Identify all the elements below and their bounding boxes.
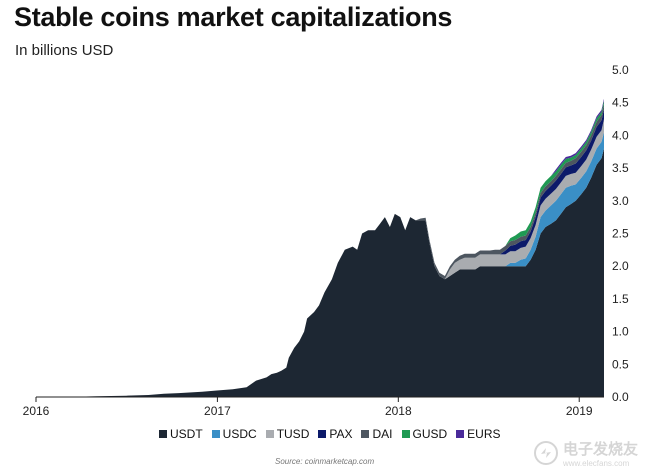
legend-swatch xyxy=(361,430,370,438)
y-tick-label: 2.0 xyxy=(612,259,629,273)
legend-swatch xyxy=(159,430,167,438)
y-axis: 0.0 0.5 1.0 1.5 2.0 2.5 3.0 3.5 4.0 4.5 5.0 xyxy=(612,63,629,404)
watermark-url: www.elecfans.com xyxy=(562,459,630,468)
legend-item-gusd: GUSD xyxy=(401,427,448,441)
legend-label: DAI xyxy=(372,427,393,441)
watermark-logo-icon xyxy=(533,441,558,465)
legend-item-usdt: USDT xyxy=(159,427,203,441)
area-series-tusd xyxy=(36,119,604,397)
legend-label: USDT xyxy=(170,427,203,441)
area-layers xyxy=(36,98,604,398)
legend-swatch xyxy=(211,430,220,438)
legend-item-dai: DAI xyxy=(361,427,393,441)
y-tick-label: 3.0 xyxy=(612,194,629,208)
y-tick-label: 5.0 xyxy=(612,63,629,77)
legend-label: EURS xyxy=(467,427,501,441)
legend-label: USDC xyxy=(222,427,257,441)
legend-item-tusd: TUSD xyxy=(265,427,310,441)
chart-legend: USDT USDC TUSD PAX DAI GUSD EURS xyxy=(159,427,501,441)
x-tick-label: 2017 xyxy=(204,404,231,418)
legend-swatch xyxy=(265,430,274,438)
source-note: Source: coinmarketcap.com xyxy=(275,457,375,466)
legend-item-pax: PAX xyxy=(318,427,352,441)
y-tick-label: 4.5 xyxy=(612,96,629,110)
legend-item-eurs: EURS xyxy=(456,427,501,441)
y-tick-label: 0.0 xyxy=(612,390,629,404)
x-tick-label: 2018 xyxy=(385,404,412,418)
y-tick-label: 0.5 xyxy=(612,357,629,371)
x-tick-label: 2016 xyxy=(23,404,50,418)
legend-swatch xyxy=(401,430,410,438)
legend-label: GUSD xyxy=(412,427,448,441)
legend-swatch xyxy=(456,430,465,438)
x-axis: 2016 2017 2018 2019 xyxy=(23,396,604,418)
legend-swatch xyxy=(318,430,327,438)
legend-item-usdc: USDC xyxy=(211,427,257,441)
legend-label: PAX xyxy=(329,427,353,441)
area-series-dai xyxy=(36,104,604,397)
y-tick-label: 1.0 xyxy=(612,325,629,339)
legend-label: TUSD xyxy=(276,427,310,441)
watermark: 电子发烧友 www.elecfans.com xyxy=(533,438,638,468)
x-tick-label: 2019 xyxy=(566,404,593,418)
y-tick-label: 2.5 xyxy=(612,227,629,241)
y-tick-label: 3.5 xyxy=(612,161,629,175)
y-tick-label: 4.0 xyxy=(612,128,629,142)
watermark-text: 电子发烧友 xyxy=(562,441,638,458)
y-tick-label: 1.5 xyxy=(612,292,629,306)
chart-subtitle: In billions USD xyxy=(15,42,114,59)
area-series-usdt xyxy=(36,148,604,397)
chart-title: Stable coins market capitalizations xyxy=(14,2,453,32)
